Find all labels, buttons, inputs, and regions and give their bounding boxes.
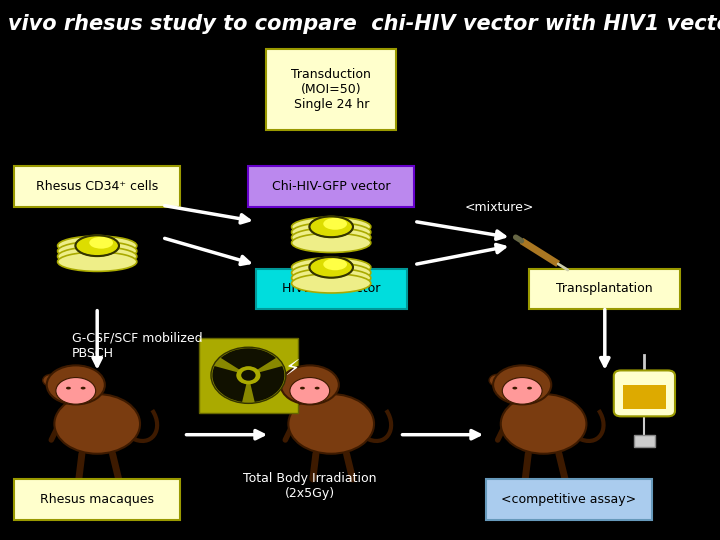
Ellipse shape [290, 377, 330, 404]
Ellipse shape [527, 387, 532, 389]
FancyBboxPatch shape [256, 269, 407, 309]
FancyBboxPatch shape [614, 370, 675, 416]
Ellipse shape [281, 366, 339, 404]
Ellipse shape [89, 237, 113, 248]
Circle shape [241, 370, 256, 381]
FancyBboxPatch shape [14, 480, 180, 519]
Ellipse shape [513, 387, 517, 389]
FancyBboxPatch shape [486, 480, 652, 519]
FancyBboxPatch shape [14, 166, 180, 206]
Ellipse shape [489, 374, 506, 386]
Wedge shape [221, 348, 276, 370]
Ellipse shape [58, 236, 137, 255]
Ellipse shape [503, 377, 542, 404]
Ellipse shape [292, 217, 371, 237]
Ellipse shape [288, 394, 374, 454]
FancyBboxPatch shape [266, 49, 396, 130]
Text: Chi-HIV-GFP vector: Chi-HIV-GFP vector [272, 180, 390, 193]
Text: Transduction
(MOI=50)
Single 24 hr: Transduction (MOI=50) Single 24 hr [292, 68, 371, 111]
Ellipse shape [323, 259, 347, 271]
Ellipse shape [292, 274, 371, 293]
Ellipse shape [58, 241, 137, 261]
Ellipse shape [315, 387, 320, 389]
Ellipse shape [292, 228, 371, 247]
Wedge shape [212, 366, 246, 402]
FancyBboxPatch shape [199, 338, 298, 413]
Text: <competitive assay>: <competitive assay> [501, 493, 636, 506]
Ellipse shape [300, 387, 305, 389]
Text: <mixture>: <mixture> [464, 201, 534, 214]
Text: Rhesus CD34⁺ cells: Rhesus CD34⁺ cells [36, 180, 158, 193]
Text: ⚡: ⚡ [284, 360, 300, 380]
Text: Rhesus macaques: Rhesus macaques [40, 493, 154, 506]
Wedge shape [251, 366, 284, 402]
Ellipse shape [76, 235, 119, 256]
Ellipse shape [66, 387, 71, 389]
FancyBboxPatch shape [623, 384, 666, 409]
Ellipse shape [58, 247, 137, 266]
Ellipse shape [47, 366, 105, 404]
FancyBboxPatch shape [529, 269, 680, 309]
Circle shape [211, 347, 286, 403]
Ellipse shape [310, 217, 353, 237]
Ellipse shape [292, 263, 371, 282]
Text: Transplantation: Transplantation [557, 282, 653, 295]
Ellipse shape [323, 218, 347, 230]
Circle shape [236, 366, 261, 384]
Text: HIV1-YFP vector: HIV1-YFP vector [282, 282, 380, 295]
Ellipse shape [310, 257, 353, 278]
Ellipse shape [58, 252, 137, 272]
Ellipse shape [292, 222, 371, 242]
Text: G-CSF/SCF mobilized
PBSCH: G-CSF/SCF mobilized PBSCH [72, 332, 202, 360]
Ellipse shape [292, 233, 371, 253]
Ellipse shape [493, 366, 552, 404]
Text: In vivo rhesus study to compare  chi-HIV vector with HIV1 vector: In vivo rhesus study to compare chi-HIV … [0, 14, 720, 35]
Ellipse shape [42, 374, 60, 386]
Ellipse shape [276, 374, 294, 386]
Text: Total Body Irradiation
(2x5Gy): Total Body Irradiation (2x5Gy) [243, 472, 377, 500]
FancyBboxPatch shape [248, 166, 414, 206]
FancyBboxPatch shape [634, 435, 655, 447]
Ellipse shape [81, 387, 86, 389]
Ellipse shape [292, 268, 371, 288]
Ellipse shape [56, 377, 96, 404]
Ellipse shape [501, 394, 587, 454]
Ellipse shape [292, 258, 371, 277]
Ellipse shape [55, 394, 140, 454]
